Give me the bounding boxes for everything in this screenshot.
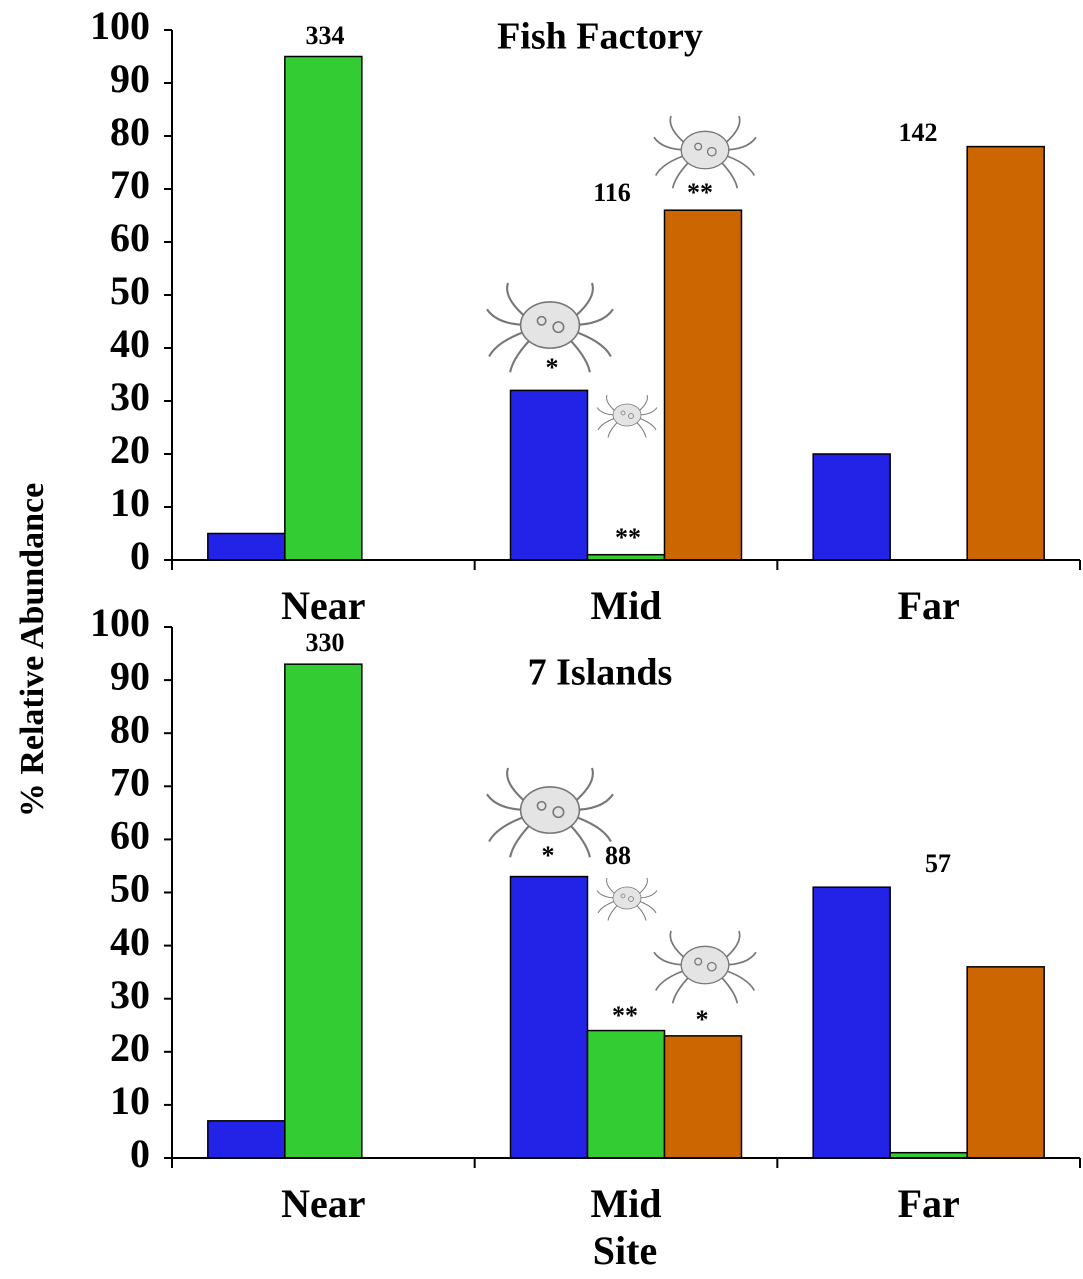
bar (665, 1036, 742, 1158)
annotation: ** (612, 1001, 638, 1030)
y-tick-label: 20 (110, 1025, 150, 1070)
annotation: ** (615, 523, 641, 552)
y-tick-label: 90 (110, 653, 150, 698)
chart-title: Fish Factory (497, 16, 703, 58)
y-tick-label: 10 (110, 480, 150, 525)
annotation: 330 (306, 628, 345, 657)
annotation: 116 (593, 178, 631, 207)
y-tick-label: 30 (110, 374, 150, 419)
annotation: * (542, 841, 555, 870)
annotation: 334 (306, 21, 345, 50)
x-tick-label: Near (281, 1181, 365, 1226)
y-tick-label: 50 (110, 866, 150, 911)
y-tick-label: 0 (130, 533, 150, 578)
bar (665, 210, 742, 560)
y-tick-label: 100 (90, 600, 150, 645)
bar (588, 1031, 665, 1158)
bar (208, 1121, 285, 1158)
x-tick-label: Near (281, 583, 365, 628)
x-tick-label: Mid (590, 1181, 661, 1226)
y-tick-label: 50 (110, 268, 150, 313)
y-tick-label: 0 (130, 1131, 150, 1176)
annotation: * (696, 1005, 709, 1034)
y-tick-label: 100 (90, 3, 150, 48)
y-axis-title: % Relative Abundance (14, 483, 51, 817)
y-tick-label: 70 (110, 759, 150, 804)
y-tick-label: 60 (110, 215, 150, 260)
chart-title: 7 Islands (528, 652, 673, 694)
y-tick-label: 10 (110, 1078, 150, 1123)
y-tick-label: 80 (110, 109, 150, 154)
bar (285, 57, 362, 561)
x-tick-label: Far (898, 1181, 960, 1226)
bar (813, 454, 890, 560)
y-tick-label: 80 (110, 706, 150, 751)
annotation: ** (687, 178, 713, 207)
bar (208, 534, 285, 561)
y-tick-label: 60 (110, 813, 150, 858)
y-tick-label: 70 (110, 162, 150, 207)
bar (511, 390, 588, 560)
x-tick-label: Mid (590, 583, 661, 628)
annotation: 88 (605, 841, 631, 870)
bar (813, 887, 890, 1158)
y-tick-label: 20 (110, 427, 150, 472)
y-tick-label: 40 (110, 321, 150, 366)
y-tick-label: 90 (110, 56, 150, 101)
annotation: * (546, 353, 559, 382)
bar (511, 877, 588, 1158)
bar (285, 664, 362, 1158)
bar (967, 967, 1044, 1158)
annotation: 57 (925, 849, 951, 878)
bar (967, 147, 1044, 560)
chart: % Relative Abundance Fish Factory 0 10 20 30… (0, 0, 1083, 1279)
y-tick-label: 30 (110, 972, 150, 1017)
x-tick-label: Far (898, 583, 960, 628)
annotation: 142 (899, 118, 938, 147)
y-tick-label: 40 (110, 919, 150, 964)
x-axis-title: Site (593, 1228, 657, 1273)
